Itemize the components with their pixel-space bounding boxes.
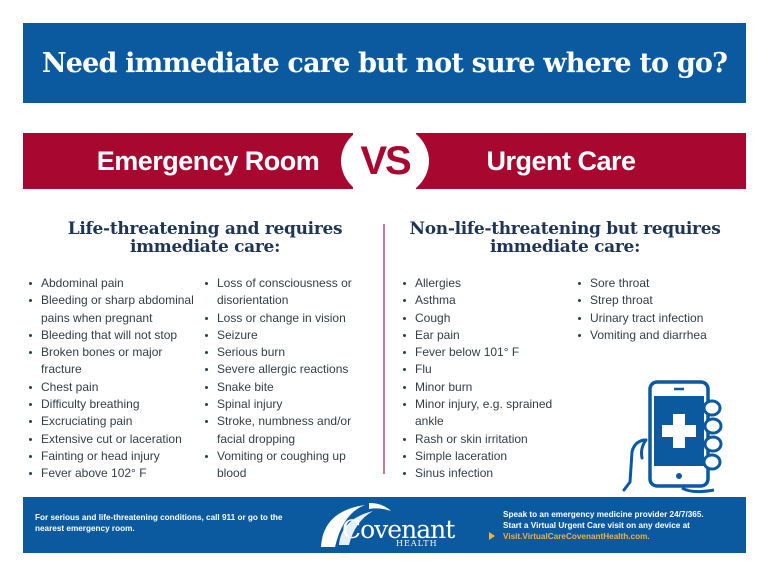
list-item: Excruciating pain: [27, 413, 202, 430]
virtual-care-note: Speak to an emergency medicine provider …: [503, 509, 743, 542]
urgent-care-label: Urgent Care: [486, 145, 636, 176]
play-arrow-icon: [489, 532, 495, 540]
list-item: Sinus infection: [401, 465, 581, 482]
urgent-care-list-1: Allergies Asthma Cough Ear pain Fever be…: [401, 275, 581, 483]
list-item: Broken bones or major fracture: [27, 344, 202, 379]
list-item: Cough: [401, 310, 581, 327]
emergency-room-heading: Life-threatening and requires immediate …: [55, 220, 355, 256]
logo-subtitle: HEALTH: [396, 539, 438, 548]
covenant-arc-icon: [321, 503, 391, 547]
list-item: Stroke, numbness and/or facial dropping: [203, 413, 378, 448]
list-item: Fever above 102° F: [27, 465, 202, 482]
list-item: Flu: [401, 361, 581, 378]
column-divider: [383, 224, 385, 474]
urgent-care-banner: Urgent Care: [416, 133, 746, 189]
list-item: Serious burn: [203, 344, 378, 361]
list-item: Abdominal pain: [27, 275, 202, 292]
emergency-room-list-1: Abdominal pain Bleeding or sharp abdomin…: [27, 275, 202, 483]
virtual-care-line2: Start a Virtual Urgent Care visit on any…: [503, 521, 690, 530]
list-item: Urinary tract infection: [576, 310, 746, 327]
vs-badge: VS: [341, 123, 429, 199]
list-item: Sore throat: [576, 275, 746, 292]
heading-line: Life-threatening and requires: [67, 219, 343, 239]
list-item: Chest pain: [27, 379, 202, 396]
heading-line: immediate care:: [489, 237, 641, 257]
covenant-health-logo: Covenant HEALTH: [313, 499, 463, 551]
list-item: Allergies: [401, 275, 581, 292]
list-item: Minor injury, e.g. sprained ankle: [401, 396, 581, 431]
list-item: Ear pain: [401, 327, 581, 344]
list-item: Bleeding that will not stop: [27, 327, 202, 344]
list-item: Asthma: [401, 292, 581, 309]
list-item: Strep throat: [576, 292, 746, 309]
list-item: Snake bite: [203, 379, 378, 396]
list-item: Fainting or head injury: [27, 448, 202, 465]
list-item: Spinal injury: [203, 396, 378, 413]
list-item: Rash or skin irritation: [401, 431, 581, 448]
virtual-care-link[interactable]: Visit.VirtualCareCovenantHealth.com.: [503, 532, 650, 541]
list-item: Loss of consciousness or disorientation: [203, 275, 378, 310]
emergency-room-banner: Emergency Room: [23, 133, 353, 189]
phone-medical-cross-icon: [622, 378, 732, 498]
list-item: Extensive cut or laceration: [27, 431, 202, 448]
list-item: Difficulty breathing: [27, 396, 202, 413]
list-item: Bleeding or sharp abdominal pains when p…: [27, 292, 202, 327]
urgent-care-list-2: Sore throat Strep throat Urinary tract i…: [576, 275, 746, 344]
heading-line: Non-life-threatening but requires: [409, 219, 721, 239]
list-item: Minor burn: [401, 379, 581, 396]
heading-line: immediate care:: [129, 237, 281, 257]
list-item: Severe allergic reactions: [203, 361, 378, 378]
emergency-room-label: Emergency Room: [96, 145, 320, 176]
vs-label: VS: [360, 138, 411, 183]
list-item: Vomiting or coughing up blood: [203, 448, 378, 483]
list-item: Loss or change in vision: [203, 310, 378, 327]
list-item: Vomiting and diarrhea: [576, 327, 746, 344]
comparison-bar: Emergency Room Urgent Care VS: [23, 123, 746, 199]
footer-banner: For serious and life-threatening conditi…: [23, 497, 746, 553]
emergency-note: For serious and life-threatening conditi…: [35, 513, 283, 533]
top-banner: Need immediate care but not sure where t…: [23, 23, 746, 103]
urgent-care-heading: Non-life-threatening but requires immedi…: [405, 220, 725, 256]
page-title: Need immediate care but not sure where t…: [41, 47, 728, 79]
list-item: Fever below 101° F: [401, 344, 581, 361]
list-item: Simple laceration: [401, 448, 581, 465]
logo-wordmark: Covenant: [342, 515, 455, 544]
list-item: Seizure: [203, 327, 378, 344]
virtual-care-line1: Speak to an emergency medicine provider …: [503, 510, 704, 519]
emergency-room-list-2: Loss of consciousness or disorientation …: [203, 275, 378, 483]
